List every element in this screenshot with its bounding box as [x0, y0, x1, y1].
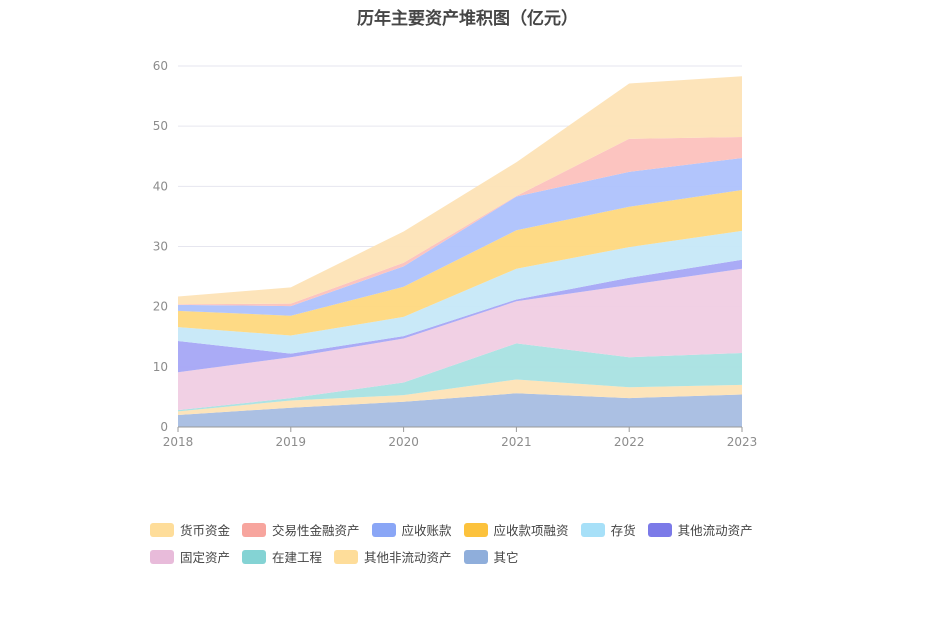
legend-swatch: [150, 549, 174, 564]
legend-swatch: [463, 522, 488, 537]
area-series: [178, 259, 742, 373]
legend-label: 固定资产: [180, 550, 231, 565]
legend-item[interactable]: 其他非流动资产: [334, 547, 452, 566]
legend-swatch: [334, 549, 359, 564]
legend-item[interactable]: 在建工程: [242, 547, 322, 566]
legend-label: 货币资金: [180, 523, 231, 538]
x-tick-label: 2022: [614, 435, 645, 449]
legend-label: 应收账款: [401, 523, 452, 538]
area-series: [178, 76, 742, 305]
y-tick-label: 0: [160, 420, 168, 434]
legend-swatch: [150, 522, 174, 537]
legend-label: 在建工程: [272, 550, 323, 565]
x-tick-label: 2021: [501, 435, 532, 449]
area-series: [178, 343, 742, 412]
legend-item[interactable]: 其他流动资产: [647, 520, 753, 539]
area-series: [178, 379, 742, 415]
legend-label: 应收款项融资: [493, 523, 569, 538]
legend-item[interactable]: 应收账款: [371, 520, 452, 539]
x-tick-label: 2023: [727, 435, 758, 449]
area-series: [178, 158, 742, 316]
legend-swatch: [371, 522, 396, 537]
x-tick-label: 2019: [276, 435, 307, 449]
legend-label: 交易性金融资产: [272, 523, 360, 538]
chart-legend: 货币资金 交易性金融资产 应收账款 应收款项融资 存货 其他流动资产固定资产 在建工程 其他非…: [150, 520, 830, 566]
y-tick-label: 40: [153, 179, 168, 193]
x-tick-label: 2020: [388, 435, 419, 449]
area-series: [178, 268, 742, 411]
legend-label: 其他非流动资产: [364, 550, 452, 565]
legend-swatch: [647, 522, 672, 537]
y-tick-label: 50: [153, 119, 168, 133]
y-tick-label: 20: [153, 300, 168, 314]
area-series: [178, 136, 742, 307]
legend-swatch: [242, 522, 267, 537]
legend-item[interactable]: 应收款项融资: [463, 520, 569, 539]
legend-label: 其他流动资产: [677, 523, 753, 538]
area-series: [178, 230, 742, 354]
legend-item[interactable]: 交易性金融资产: [242, 520, 360, 539]
area-series: [178, 393, 742, 427]
chart-title: 历年主要资产堆积图（亿元）: [357, 9, 578, 29]
legend-item[interactable]: 存货: [580, 520, 636, 539]
legend-swatch: [463, 549, 488, 564]
y-tick-label: 60: [153, 59, 168, 73]
legend-item[interactable]: 其它: [463, 547, 519, 566]
legend-label: 存货: [610, 523, 636, 538]
legend-label: 其它: [493, 550, 519, 565]
x-tick-label: 2018: [163, 435, 194, 449]
legend-item[interactable]: 货币资金: [150, 520, 230, 539]
y-tick-label: 10: [153, 360, 168, 374]
area-series: [178, 189, 742, 336]
legend-swatch: [580, 522, 605, 537]
legend-item[interactable]: 固定资产: [150, 547, 230, 566]
y-tick-label: 30: [153, 240, 168, 254]
legend-swatch: [242, 549, 267, 564]
